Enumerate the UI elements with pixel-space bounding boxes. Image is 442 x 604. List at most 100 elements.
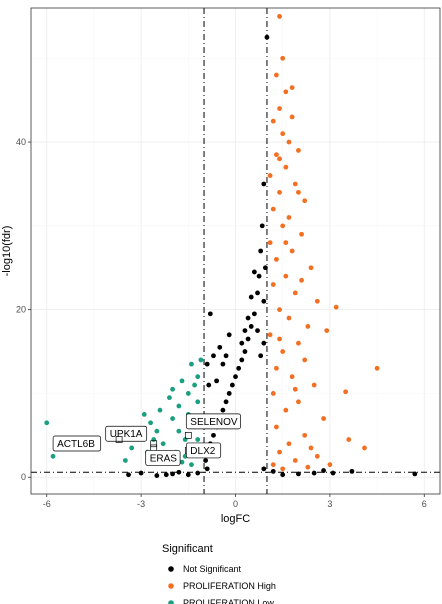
data-point <box>141 411 147 417</box>
data-point <box>223 353 229 359</box>
gene-label: UPK1A <box>110 429 143 440</box>
data-point <box>292 290 298 296</box>
x-tick-label: 6 <box>422 499 427 509</box>
data-point <box>138 470 144 476</box>
legend-label: PROLIFERATION High <box>183 581 276 591</box>
data-point <box>283 164 289 170</box>
data-point <box>204 466 210 472</box>
data-point <box>305 464 311 470</box>
data-point <box>302 357 308 363</box>
data-point <box>163 472 169 478</box>
label-anchor-box <box>115 436 123 443</box>
data-point <box>256 273 262 279</box>
data-point <box>44 420 50 426</box>
data-point <box>223 399 229 405</box>
data-point <box>148 420 153 426</box>
y-tick-label: 20 <box>16 305 26 315</box>
data-point <box>280 223 286 229</box>
gene-label: ERAS <box>150 453 178 464</box>
data-point <box>229 382 235 388</box>
data-point <box>274 365 279 371</box>
data-point <box>189 361 194 367</box>
legend-title: Significant <box>162 543 213 555</box>
label-anchor-box <box>184 431 192 439</box>
x-tick-label: 0 <box>233 499 238 509</box>
data-point <box>259 223 265 229</box>
data-point <box>314 453 320 459</box>
legend: Significant Not Significant PROLIFERATION… <box>162 543 276 604</box>
data-point <box>289 374 295 380</box>
data-point <box>258 248 264 254</box>
gene-label: SELENOV <box>190 417 238 428</box>
data-point <box>176 428 182 434</box>
data-point <box>280 349 286 354</box>
grid-lines <box>31 8 440 494</box>
data-point <box>321 416 326 421</box>
axis-ticks: -6 -3 0 3 6 0 20 40 <box>16 137 427 509</box>
data-point <box>286 315 292 321</box>
data-point <box>248 324 254 329</box>
data-point <box>330 470 336 476</box>
data-point <box>270 391 276 396</box>
data-point <box>277 189 282 195</box>
data-point <box>255 290 260 296</box>
gene-label-box <box>185 442 222 459</box>
data-point <box>286 441 292 447</box>
data-point <box>242 328 248 334</box>
data-point <box>129 445 135 451</box>
data-point <box>189 462 194 468</box>
data-point <box>296 471 301 477</box>
data-point <box>214 378 220 384</box>
data-point <box>195 374 201 380</box>
legend-label: Not Significant <box>183 564 242 574</box>
data-point <box>245 336 251 342</box>
data-point <box>296 340 301 346</box>
data-point <box>255 328 260 334</box>
legend-key <box>168 600 174 604</box>
data-point <box>170 416 175 421</box>
data-point <box>277 106 282 111</box>
data-point <box>289 85 295 91</box>
gene-labels: SELENOV UPK1A DLX2 ACTL6B ERAS <box>52 413 241 466</box>
data-point <box>220 407 226 413</box>
data-point <box>195 399 201 405</box>
data-point <box>207 311 213 317</box>
data-point <box>308 265 314 271</box>
legend-key <box>168 566 174 572</box>
data-point <box>220 361 226 367</box>
data-point <box>251 269 257 275</box>
data-point <box>280 472 286 478</box>
data-point <box>192 382 198 388</box>
data-point <box>283 89 289 95</box>
data-point <box>314 298 320 304</box>
data-point <box>267 332 273 338</box>
data-point <box>270 468 276 474</box>
data-point <box>292 458 298 463</box>
data-point <box>286 215 292 220</box>
data-point <box>349 468 355 474</box>
data-point <box>170 471 175 477</box>
data-point <box>264 34 270 40</box>
data-point <box>176 403 182 409</box>
data-point <box>327 462 333 468</box>
data-point <box>211 432 216 438</box>
data-point <box>277 336 282 342</box>
series-0 <box>126 34 418 478</box>
data-point <box>289 248 295 254</box>
data-point <box>311 382 317 388</box>
data-point <box>50 453 56 459</box>
series-1 <box>267 13 380 472</box>
data-point <box>154 428 160 434</box>
data-point <box>258 353 264 359</box>
data-point <box>242 349 248 354</box>
data-point <box>292 386 298 392</box>
data-point <box>346 437 352 442</box>
data-point <box>270 206 276 212</box>
x-tick-label: -6 <box>43 499 51 509</box>
gene-label: DLX2 <box>190 446 215 457</box>
data-point <box>333 304 339 310</box>
data-point <box>277 307 282 313</box>
data-point <box>248 294 254 300</box>
data-point <box>233 374 238 380</box>
